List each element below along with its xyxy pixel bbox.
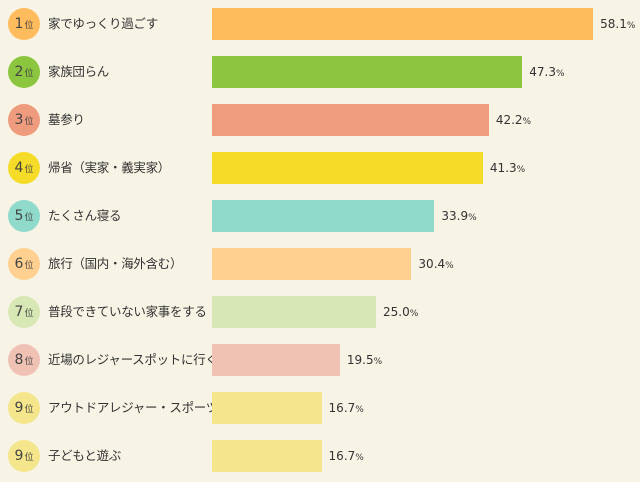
rank-unit: 位 [24,20,34,31]
chart-row: 6 位旅行（国内・海外含む） 30.4% [0,240,640,288]
value-number: 58.1 [600,17,627,31]
value-number: 16.7 [328,449,356,463]
bar [212,8,594,40]
value-number: 16.7 [328,401,356,415]
value-label: 41.3% [490,144,525,192]
rank-unit: 位 [24,452,34,463]
rank-number: 9 [14,400,24,416]
value-label: 47.3% [529,48,564,96]
bar [212,152,483,184]
rank-unit: 位 [24,404,34,415]
rank-number: 2 [14,64,24,80]
chart-row: 7 位普段できていない家事をする 25.0% [0,288,640,336]
rank-number: 8 [14,352,24,368]
bar [212,440,322,472]
category-label: 帰省（実家・義実家） [48,160,171,175]
value-unit: % [626,21,636,31]
rank-number: 3 [14,112,24,128]
value-number: 19.5 [346,353,374,367]
bar [212,344,340,376]
value-unit: % [522,117,532,127]
category-label: 子どもと遊ぶ [48,448,121,463]
value-unit: % [516,165,526,175]
chart-row: 9 位子どもと遊ぶ 16.7% [0,432,640,480]
category-label: たくさん寝る [48,208,122,223]
bar [212,248,412,280]
rank-unit: 位 [24,260,34,271]
value-number: 25.0 [383,305,410,319]
rank-unit: 位 [24,308,34,319]
value-number: 41.3 [489,161,517,175]
category-label: アウトドアレジャー・スポーツ [48,400,218,415]
value-label: 58.1% [600,0,635,48]
rank-unit: 位 [24,68,34,79]
category-label: 家族団らん [48,64,110,79]
rank-unit: 位 [24,356,34,367]
chart-row: 3 位墓参り 42.2% [0,96,640,144]
chart-row: 4 位帰省（実家・義実家） 41.3% [0,144,640,192]
rank-number: 7 [14,304,24,320]
chart-row: 8 位近場のレジャースポットに行く 19.5% [0,336,640,384]
rank-unit: 位 [24,212,34,223]
value-label: 16.7% [329,384,364,432]
rank-number: 5 [14,208,24,224]
bar [212,56,523,88]
rank-number: 1 [14,16,24,32]
chart-row: 2 位家族団らん 47.3% [0,48,640,96]
category-label: 近場のレジャースポットに行く [48,352,218,367]
chart-row: 9 位アウトドアレジャー・スポーツ 16.7% [0,384,640,432]
value-label: 16.7% [329,432,364,480]
value-label: 19.5% [347,336,382,384]
bar [212,200,435,232]
bar [212,392,322,424]
value-label: 30.4% [418,240,453,288]
value-label: 25.0% [383,288,418,336]
value-unit: % [373,357,383,367]
rank-number: 6 [14,256,24,272]
category-label: 普段できていない家事をする [48,304,207,319]
value-number: 42.2 [495,113,523,127]
value-unit: % [355,405,364,415]
value-unit: % [409,309,419,319]
rank-number: 9 [14,448,24,464]
bar [212,296,376,328]
value-label: 42.2% [496,96,531,144]
rank-unit: 位 [24,164,34,175]
value-number: 47.3 [529,65,556,79]
category-label: 旅行（国内・海外含む） [48,256,183,271]
value-number: 30.4 [418,257,446,271]
category-label: 家でゆっくり過ごす [48,16,158,31]
value-number: 33.9 [441,209,469,223]
value-unit: % [468,213,477,223]
chart-row: 5 位たくさん寝る 33.9% [0,192,640,240]
value-unit: % [445,261,454,271]
value-label: 33.9% [441,192,476,240]
rank-unit: 位 [24,116,34,127]
value-unit: % [556,69,565,79]
value-unit: % [355,453,364,463]
bar [212,104,489,136]
category-label: 墓参り [48,112,85,127]
rank-number: 4 [14,160,24,176]
chart-row: 1 位家でゆっくり過ごす 58.1% [0,0,640,48]
